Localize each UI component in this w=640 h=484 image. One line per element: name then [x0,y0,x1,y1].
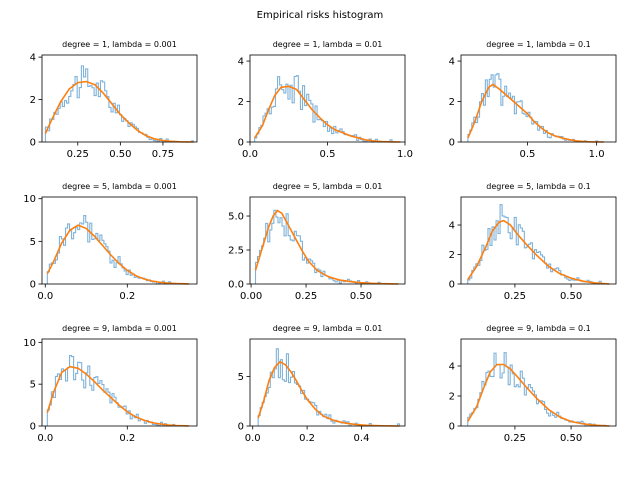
x-tick-label: 1.0 [589,149,605,160]
subplot-title: degree = 5, lambda = 0.001 [62,182,177,191]
histogram-outline [467,204,610,285]
subplot-title: degree = 9, lambda = 0.001 [62,324,177,333]
y-tick-label: 0 [449,138,455,149]
subplot-title: degree = 9, lambda = 0.01 [273,324,383,333]
y-tick-label: 2 [30,95,36,106]
x-tick-label: 0.00 [240,291,262,302]
subplot-7: degree = 9, lambda = 0.001 0.0 0.2 0 5 10 [23,324,198,444]
x-tick-label: 0.25 [67,149,89,160]
subplot-5: degree = 5, lambda = 0.01 0.00 0.25 0.50 0.0… [228,182,406,302]
x-tick-label: 0.25 [295,291,317,302]
subplot-9: degree = 9, lambda = 0.1 0.25 0.50 0 2 4 [449,324,617,444]
subplot-6: degree = 5, lambda = 0.1 0.25 0.50 0 2 4 [449,182,617,302]
subplot-title: degree = 1, lambda = 0.001 [62,40,177,49]
histogram-outline [254,209,399,285]
x-tick-label: 0.0 [242,149,258,160]
y-tick-label: 10 [23,194,36,205]
subplot-title: degree = 1, lambda = 0.1 [486,40,591,49]
y-tick-label: 4 [449,362,455,373]
density-line [467,363,610,427]
histogram-outline [46,355,189,427]
density-line [467,83,604,143]
x-tick-label: 0.2 [119,433,135,444]
density-line [257,360,400,427]
x-tick-label: 0.50 [560,433,582,444]
axes-frame [249,338,406,427]
x-tick-label: 0.0 [37,291,53,302]
y-tick-label: 2 [449,250,455,261]
histogram-outline [257,348,401,427]
x-tick-label: 0.75 [152,149,174,160]
density-line [46,224,189,285]
x-tick-label: 0.2 [299,433,315,444]
axes-frame [41,54,198,143]
subplot-title: degree = 9, lambda = 0.1 [486,324,591,333]
y-tick-label: 0.0 [228,280,244,291]
axes-frame [41,196,198,285]
subplot-1: degree = 1, lambda = 0.001 0.25 0.50 0.75 0 2… [30,40,198,160]
x-tick-label: 0.25 [504,291,526,302]
subplot-2: degree = 1, lambda = 0.01 0.0 0.5 1.0 0 2 4 [238,40,413,160]
y-tick-label: 0 [449,280,455,291]
subplot-title: degree = 5, lambda = 0.1 [486,182,591,191]
x-tick-label: 1.0 [397,149,413,160]
y-tick-label: 4 [449,221,455,232]
y-tick-label: 4 [449,57,455,68]
y-tick-label: 0 [30,138,36,149]
y-tick-label: 4 [30,53,36,64]
histogram-outline [254,75,401,143]
y-tick-label: 2 [449,97,455,108]
x-tick-label: 0.50 [350,291,372,302]
figure-title: Empirical risks histogram [257,10,384,21]
axes-frame [41,338,198,427]
x-tick-label: 0.2 [119,291,135,302]
histogram-outline [467,352,610,427]
density-line [46,365,189,427]
density-line [467,219,610,285]
x-tick-label: 0.25 [504,433,526,444]
y-tick-label: 2.5 [228,246,244,257]
subplot-8: degree = 9, lambda = 0.01 0.0 0.2 0.4 0 5 [238,324,406,444]
axes-frame [249,196,406,285]
y-tick-label: 0 [238,138,244,149]
y-tick-label: 5.0 [228,212,244,223]
axes-frame [460,54,617,143]
x-tick-label: 0.0 [245,433,261,444]
axes-frame [460,338,617,427]
y-tick-label: 0 [30,422,36,433]
subplot-3: degree = 1, lambda = 0.1 0.5 1.0 0 2 4 [449,40,617,160]
density-line [254,209,399,285]
x-tick-label: 0.50 [109,149,131,160]
y-tick-label: 4 [238,57,244,68]
y-tick-label: 5 [30,380,36,391]
y-tick-label: 10 [23,338,36,349]
x-tick-label: 0.0 [37,433,53,444]
histogram-outline [46,215,190,285]
y-tick-label: 0 [30,280,36,291]
histogram-outline [44,65,195,143]
density-line [253,85,401,143]
x-tick-label: 0.50 [560,291,582,302]
subplot-title: degree = 1, lambda = 0.01 [273,40,383,49]
axes-frame [460,196,617,285]
y-tick-label: 5 [238,372,244,383]
x-tick-label: 0.4 [354,433,370,444]
histogram-outline [467,73,605,143]
subplot-4: degree = 5, lambda = 0.001 0.0 0.2 0 5 10 [23,182,198,302]
x-tick-label: 0.5 [519,149,535,160]
y-tick-label: 0 [449,422,455,433]
subplot-title: degree = 5, lambda = 0.01 [273,182,383,191]
y-tick-label: 5 [30,237,36,248]
y-tick-label: 2 [449,392,455,403]
y-tick-label: 2 [238,97,244,108]
density-line [44,80,194,143]
x-tick-label: 0.5 [320,149,336,160]
y-tick-label: 0 [238,422,244,433]
